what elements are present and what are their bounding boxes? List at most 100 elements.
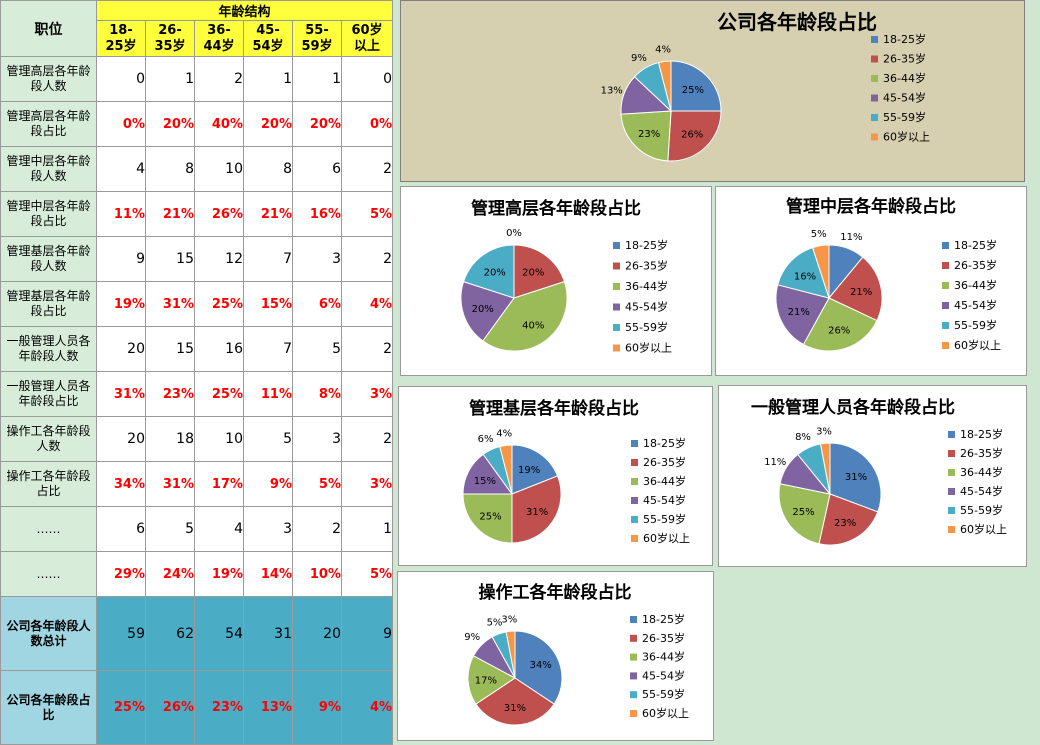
legend-label: 26-35岁 xyxy=(625,259,668,273)
count-cell: 20 xyxy=(96,416,146,462)
pct-cell: 25% xyxy=(96,670,146,745)
pie-chart-svg: 操作工各年龄段占比 34% 31% 17% 9% 5%3% 18-25岁 26-35岁 36-4… xyxy=(464,582,689,726)
operator-pie-panel: 操作工各年龄段占比 34% 31% 17% 9% 5% 3% 18-25岁 26-35岁 36-4… xyxy=(397,571,714,741)
legend-label: 18-25岁 xyxy=(625,238,668,252)
legend-swatch xyxy=(631,478,638,485)
count-cell: 59 xyxy=(96,596,146,671)
general-staff-pie-panel: 一般管理人员各年龄段占比 31% 23% 25% 11% 8% 3% 18-25岁 26-35岁… xyxy=(718,385,1027,567)
pie-slice xyxy=(818,493,879,546)
legend-swatch xyxy=(942,282,949,289)
legend-label: 18-25岁 xyxy=(883,32,926,46)
header-age-col: 45- 54岁 xyxy=(243,20,293,57)
slice-label: 3% xyxy=(501,614,517,625)
legend-label: 36-44岁 xyxy=(954,278,997,292)
legend-swatch xyxy=(631,516,638,523)
legend-label: 18-25岁 xyxy=(642,612,685,626)
legend-swatch xyxy=(871,114,878,121)
legend-swatch xyxy=(948,450,955,457)
slice-label: 9% xyxy=(464,632,480,643)
legend-swatch xyxy=(613,303,620,311)
count-cell: 54 xyxy=(194,596,244,671)
legend-swatch xyxy=(948,526,955,533)
chart-title: 公司各年龄段占比 xyxy=(717,10,877,34)
count-cell: 16 xyxy=(194,326,244,372)
slice-label: 11% xyxy=(840,232,862,243)
pct-cell: 3% xyxy=(340,461,394,507)
legend-swatch xyxy=(942,242,949,249)
legend-label: 26-35岁 xyxy=(643,455,686,469)
legend-swatch xyxy=(630,691,637,699)
pct-cell: 20% xyxy=(292,101,342,147)
middle-mgmt-pie-panel: 管理中层各年龄段占比 11% 21% 26% 21% 16% 5% 18-25岁 26-35岁 3… xyxy=(715,186,1027,376)
pct-cell: 10% xyxy=(292,551,342,597)
pie-chart-svg: 管理中层各年龄段占比 11% 21% 26% 21% 16% 5% 18-25岁 26-35岁 3… xyxy=(775,196,1001,352)
pie-slice xyxy=(777,246,830,299)
pie-slice xyxy=(667,110,722,162)
count-cell: 31 xyxy=(243,596,293,671)
chart-title: 管理中层各年龄段占比 xyxy=(786,196,956,217)
legend-swatch xyxy=(613,283,620,290)
slice-label: 26% xyxy=(828,325,850,336)
count-cell: 4 xyxy=(96,146,146,192)
legend-swatch xyxy=(942,302,949,309)
table-row: 公司各年龄段占比 25% 26% 23% 13% 9% 4% xyxy=(0,670,394,745)
slice-label: 21% xyxy=(850,287,872,298)
pie-slice xyxy=(475,677,555,726)
table-row: 一般管理人员各年龄段人数 20 15 16 7 5 2 xyxy=(0,326,394,372)
slice-label: 6% xyxy=(478,434,494,445)
count-cell: 0 xyxy=(340,56,394,102)
slice-label: 34% xyxy=(530,660,552,671)
count-cell: 4 xyxy=(194,506,244,552)
slice-label: 21% xyxy=(788,307,810,318)
legend-swatch xyxy=(871,36,878,43)
row-label: 操作工各年龄段人数 xyxy=(0,416,97,462)
pie-slice xyxy=(778,483,831,545)
count-cell: 7 xyxy=(243,326,293,372)
pie-slice xyxy=(482,280,568,352)
legend-swatch xyxy=(948,431,955,438)
pct-cell: 26% xyxy=(194,191,244,237)
header-age-col: 18- 25岁 xyxy=(96,20,146,57)
table-row: 管理基层各年龄段人数 9 15 12 7 3 2 xyxy=(0,236,394,282)
count-cell: 1 xyxy=(145,56,195,102)
pct-cell: 11% xyxy=(243,371,293,417)
count-cell: 2 xyxy=(194,56,244,102)
pct-cell: 9% xyxy=(292,670,342,745)
slice-label: 31% xyxy=(845,472,867,483)
table-row: 一般管理人员各年龄段占比 31% 23% 25% 11% 8% 3% xyxy=(0,371,394,417)
table-row: 管理中层各年龄段占比 11% 21% 26% 21% 16% 5% xyxy=(0,191,394,237)
legend-label: 60岁以上 xyxy=(960,522,1007,536)
pct-cell: 20% xyxy=(145,101,195,147)
pct-cell: 19% xyxy=(96,281,146,327)
row-label: …… xyxy=(0,551,97,597)
count-cell: 2 xyxy=(340,146,394,192)
pct-cell: 16% xyxy=(292,191,342,237)
pct-cell: 15% xyxy=(243,281,293,327)
slice-label: 20% xyxy=(522,267,544,278)
pct-cell: 24% xyxy=(145,551,195,597)
row-label: 一般管理人员各年龄段占比 xyxy=(0,371,97,417)
legend-swatch xyxy=(630,634,637,642)
pct-cell: 20% xyxy=(243,101,293,147)
count-cell: 2 xyxy=(340,236,394,282)
row-label: …… xyxy=(0,506,97,552)
chart-title: 一般管理人员各年龄段占比 xyxy=(751,397,955,418)
pct-cell: 5% xyxy=(340,191,394,237)
table-row: 管理高层各年龄段占比 0% 20% 40% 20% 20% 0% xyxy=(0,101,394,147)
count-cell: 3 xyxy=(243,506,293,552)
count-cell: 20 xyxy=(292,596,342,671)
slice-label: 0% xyxy=(506,228,522,239)
legend-label: 18-25岁 xyxy=(954,238,997,252)
legend-label: 26-35岁 xyxy=(954,258,997,272)
pct-cell: 3% xyxy=(340,371,394,417)
pie-slice xyxy=(819,442,831,495)
table-row: …… 29% 24% 19% 14% 10% 5% xyxy=(0,551,394,597)
legend-label: 55-59岁 xyxy=(642,687,685,701)
pct-cell: 4% xyxy=(340,670,394,745)
count-cell: 5 xyxy=(292,326,342,372)
slice-label: 8% xyxy=(795,432,811,443)
pie-slice xyxy=(811,244,830,299)
legend-label: 45-54岁 xyxy=(883,91,926,105)
count-cell: 1 xyxy=(340,506,394,552)
count-cell: 12 xyxy=(194,236,244,282)
